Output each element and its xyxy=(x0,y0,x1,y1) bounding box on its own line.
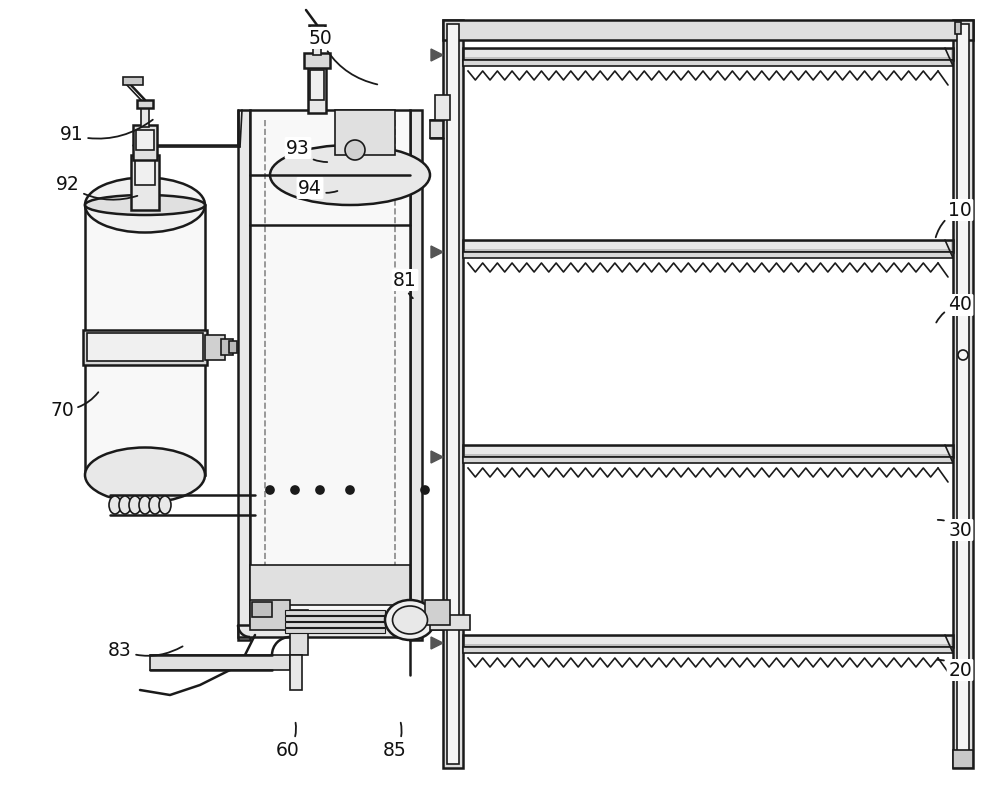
Bar xyxy=(83,330,207,365)
Bar xyxy=(313,30,321,55)
Bar xyxy=(443,20,463,768)
Circle shape xyxy=(345,140,365,160)
Bar xyxy=(465,242,951,249)
Circle shape xyxy=(346,486,354,494)
Bar xyxy=(285,622,385,627)
Text: 92: 92 xyxy=(56,176,137,200)
Circle shape xyxy=(291,486,299,494)
Bar xyxy=(229,341,237,353)
Bar xyxy=(465,447,951,454)
Bar xyxy=(290,610,308,655)
Bar xyxy=(136,130,154,150)
Text: 20: 20 xyxy=(938,660,972,679)
Bar xyxy=(238,110,250,640)
Bar xyxy=(430,615,443,630)
Bar xyxy=(310,70,324,100)
Circle shape xyxy=(316,486,324,494)
Bar xyxy=(238,625,410,637)
Ellipse shape xyxy=(85,447,205,503)
Text: 83: 83 xyxy=(108,641,183,659)
Bar xyxy=(205,335,225,360)
Bar xyxy=(443,20,973,40)
Bar xyxy=(285,616,385,621)
Polygon shape xyxy=(431,49,443,61)
Bar xyxy=(250,110,410,620)
Bar xyxy=(123,77,143,85)
Circle shape xyxy=(266,486,274,494)
Bar xyxy=(308,65,326,113)
Bar xyxy=(141,105,149,127)
Text: 93: 93 xyxy=(286,138,327,162)
Text: 94: 94 xyxy=(298,178,337,197)
Bar xyxy=(463,445,953,457)
Bar xyxy=(85,205,205,475)
Bar xyxy=(290,655,302,690)
Text: 10: 10 xyxy=(936,201,972,237)
Bar xyxy=(150,655,290,670)
Bar xyxy=(250,565,410,605)
Bar xyxy=(252,602,272,617)
Bar xyxy=(137,100,153,108)
Bar xyxy=(304,53,330,68)
Bar xyxy=(135,155,155,185)
Ellipse shape xyxy=(85,177,205,233)
Bar xyxy=(463,457,953,463)
Text: 81: 81 xyxy=(393,271,417,298)
Ellipse shape xyxy=(109,496,121,514)
Ellipse shape xyxy=(129,496,141,514)
Ellipse shape xyxy=(159,496,171,514)
Bar xyxy=(435,95,450,120)
Bar xyxy=(430,615,470,630)
Text: 50: 50 xyxy=(308,29,377,85)
Bar xyxy=(463,60,953,66)
Ellipse shape xyxy=(392,606,428,634)
Bar xyxy=(285,628,385,633)
Bar xyxy=(463,48,953,60)
Polygon shape xyxy=(431,246,443,258)
Bar xyxy=(133,125,157,160)
Circle shape xyxy=(421,486,429,494)
Bar xyxy=(221,339,233,355)
Bar xyxy=(957,24,969,764)
Bar xyxy=(953,20,973,768)
Bar xyxy=(335,110,395,155)
Bar xyxy=(131,155,159,210)
Bar xyxy=(463,240,953,252)
Bar xyxy=(955,22,961,34)
Ellipse shape xyxy=(149,496,161,514)
Bar xyxy=(463,252,953,258)
Text: 85: 85 xyxy=(383,722,407,760)
Circle shape xyxy=(959,351,967,359)
Bar xyxy=(463,647,953,653)
Bar xyxy=(465,637,951,644)
Ellipse shape xyxy=(85,195,205,215)
Bar xyxy=(465,50,951,57)
Ellipse shape xyxy=(385,600,435,640)
Ellipse shape xyxy=(270,145,430,205)
Ellipse shape xyxy=(119,496,131,514)
Bar xyxy=(410,110,422,640)
Circle shape xyxy=(958,350,968,360)
Bar xyxy=(87,333,203,361)
Text: 91: 91 xyxy=(60,120,153,145)
Text: 70: 70 xyxy=(50,392,98,419)
Bar xyxy=(447,24,459,764)
Polygon shape xyxy=(431,637,443,649)
Bar xyxy=(430,120,443,138)
Text: 40: 40 xyxy=(936,296,972,323)
Polygon shape xyxy=(431,451,443,463)
Bar xyxy=(309,25,325,33)
Ellipse shape xyxy=(139,496,151,514)
Bar xyxy=(250,600,290,630)
Bar xyxy=(285,610,385,615)
Bar xyxy=(953,750,973,768)
Text: 30: 30 xyxy=(938,520,972,539)
Text: 60: 60 xyxy=(276,723,300,760)
Bar xyxy=(425,600,450,625)
Bar xyxy=(463,635,953,647)
